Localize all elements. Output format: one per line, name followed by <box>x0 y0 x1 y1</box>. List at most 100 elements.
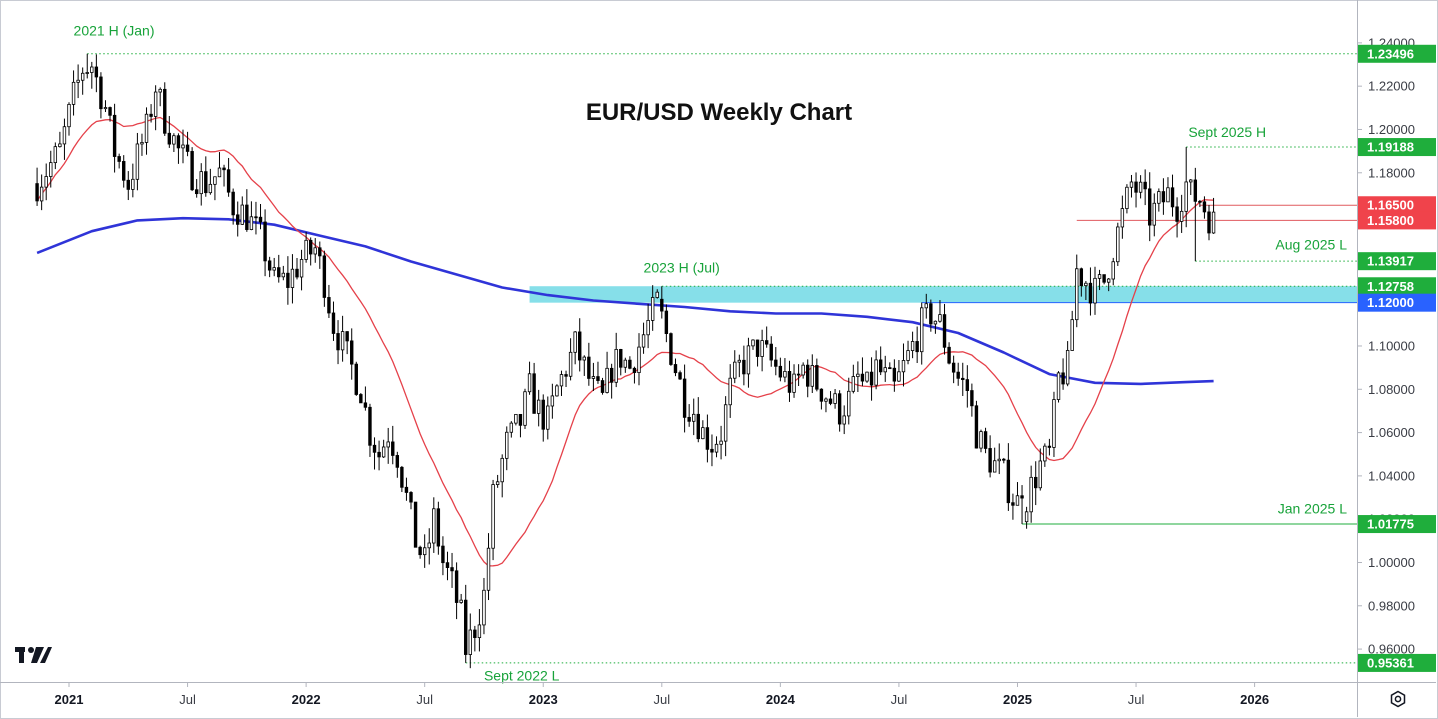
candle-body <box>1175 206 1179 222</box>
candle <box>468 613 472 669</box>
candle <box>682 364 687 433</box>
price-badge-label: 1.15800 <box>1367 213 1414 228</box>
candle <box>623 357 628 373</box>
candle <box>646 303 650 349</box>
candle-body <box>650 297 655 321</box>
candle <box>878 346 883 376</box>
candle <box>1052 391 1056 457</box>
candle-body <box>632 367 637 373</box>
candle-body <box>1065 350 1070 385</box>
candle-body <box>979 431 983 449</box>
candle-body <box>1198 200 1202 203</box>
candle <box>518 413 523 438</box>
candle <box>281 265 286 281</box>
candle-body <box>117 156 121 162</box>
candle <box>1184 147 1188 228</box>
candle <box>258 203 263 230</box>
candle-body <box>418 546 422 556</box>
candle-body <box>692 413 696 422</box>
candle-body <box>336 333 340 351</box>
candle-body <box>1029 476 1033 513</box>
candle <box>1157 188 1161 212</box>
candle <box>719 425 723 460</box>
candle-body <box>764 340 769 345</box>
candle <box>609 363 614 399</box>
candle-body <box>778 365 783 378</box>
candle <box>710 434 714 467</box>
candle-body <box>965 379 970 391</box>
candle-body <box>929 303 933 325</box>
candle-body <box>53 146 58 164</box>
candle-body <box>350 340 354 365</box>
candle <box>167 116 172 148</box>
x-tick-label: Jul <box>416 692 433 707</box>
candle-body <box>1148 188 1152 226</box>
candle-body <box>122 161 126 181</box>
candle-body <box>992 460 997 473</box>
candle <box>938 300 942 323</box>
candle <box>58 131 62 148</box>
candle-body <box>267 260 272 271</box>
candle-body <box>1143 181 1147 190</box>
candle <box>381 439 386 458</box>
candle <box>951 355 956 384</box>
candle <box>650 285 655 331</box>
candle-body <box>158 88 162 93</box>
candle-body <box>824 398 828 402</box>
candle-body <box>705 427 710 450</box>
candle <box>892 359 897 392</box>
x-tick-label: 2021 <box>55 692 84 707</box>
candle <box>965 365 970 408</box>
candle-body <box>742 359 746 375</box>
candle <box>400 465 404 493</box>
candle <box>450 552 454 588</box>
candle-body <box>737 359 742 363</box>
candle-body <box>769 343 773 361</box>
candle <box>860 357 865 387</box>
candle <box>578 318 582 372</box>
candle <box>163 82 167 136</box>
candle-body <box>185 144 190 152</box>
candle <box>1148 172 1152 242</box>
candle-body <box>682 378 687 418</box>
candle-body <box>536 399 541 414</box>
candle-body <box>272 267 276 271</box>
price-badge-bg <box>1358 293 1436 312</box>
candle <box>869 357 874 401</box>
candle-body <box>500 457 504 483</box>
chart-settings-button[interactable] <box>1384 686 1412 712</box>
candle <box>44 163 48 201</box>
candle-body <box>532 373 536 414</box>
candle <box>176 133 181 164</box>
candle <box>418 545 422 559</box>
candle-body <box>432 508 436 544</box>
candle <box>236 201 240 237</box>
price-badge-label: 1.12758 <box>1367 279 1414 294</box>
candle-body <box>62 126 67 145</box>
candle-body <box>559 374 564 387</box>
candle-body <box>961 377 965 381</box>
candle-body <box>163 88 167 134</box>
candle-body <box>477 624 482 638</box>
candle-body <box>746 345 751 375</box>
annotation-label: Sept 2022 L <box>484 667 560 683</box>
candle-body <box>190 151 194 191</box>
candle-body <box>723 404 728 442</box>
x-tick-label: Jul <box>179 692 196 707</box>
candle-body <box>1189 179 1193 183</box>
candle-body <box>1102 274 1106 283</box>
candle <box>714 436 719 458</box>
candle <box>828 391 833 406</box>
candle-body <box>482 589 486 626</box>
candle-body <box>85 72 89 74</box>
candle-body <box>1006 459 1011 504</box>
candle <box>80 67 85 95</box>
candle <box>204 156 208 197</box>
candle-body <box>1043 445 1047 462</box>
candle-body <box>792 373 796 393</box>
candle-body <box>454 570 459 603</box>
candle <box>103 100 108 113</box>
candle <box>185 131 190 157</box>
price-badge-bg <box>1358 515 1436 534</box>
candle <box>1198 199 1202 208</box>
